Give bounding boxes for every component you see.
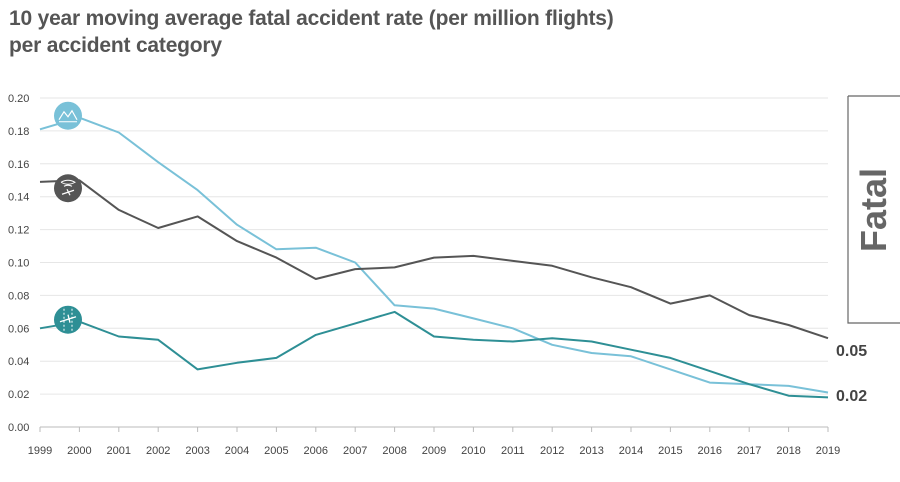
series-line-1 <box>39 116 829 394</box>
y-tick-label: 0.14 <box>8 192 29 204</box>
x-tick-label: 2005 <box>264 445 288 457</box>
side-label-fatal: Fatal <box>853 168 894 252</box>
x-tick-label: 2017 <box>737 445 761 457</box>
end-label-lower: 0.02 <box>836 388 867 405</box>
x-tick-label: 2002 <box>146 445 170 457</box>
x-tick-label: 2009 <box>422 445 446 457</box>
y-tick-label: 0.10 <box>8 258 29 270</box>
side-label-bracket <box>847 95 900 324</box>
chart-title-line-1: 10 year moving average fatal accident ra… <box>9 7 614 30</box>
x-tick-label: 2008 <box>382 445 406 457</box>
x-tick-label: 2010 <box>461 445 485 457</box>
y-tick-label: 0.18 <box>8 126 29 138</box>
mountain-terrain-icon <box>54 101 82 130</box>
x-tick-label: 1999 <box>28 445 52 457</box>
x-tick-label: 2015 <box>658 445 682 457</box>
y-tick-label: 0.04 <box>8 356 29 368</box>
x-tick-label: 2012 <box>540 445 564 457</box>
x-tick-label: 2001 <box>107 445 131 457</box>
x-tick-label: 2006 <box>304 445 328 457</box>
x-tick-label: 2000 <box>67 445 91 457</box>
end-label-upper: 0.05 <box>836 343 867 360</box>
y-tick-label: 0.06 <box>8 323 29 335</box>
y-tick-label: 0.02 <box>8 389 29 401</box>
series-line-3 <box>39 310 829 399</box>
x-axis-ticks: 1999 2000 2001 2002 2003 2004 2005 2006 2007 2008… <box>28 445 840 457</box>
chart-title-line-2: per accident category <box>9 34 222 57</box>
x-tick-label: 2014 <box>619 445 643 457</box>
x-tick-label: 2016 <box>698 445 722 457</box>
x-tick-label: 2019 <box>816 445 840 457</box>
y-axis-ticks: 0.00 0.02 0.04 0.06 0.08 0.10 0.12 0.14 0.16 0.18… <box>8 93 29 434</box>
chart-title: 10 year moving average fatal accident ra… <box>9 5 614 59</box>
y-tick-label: 0.16 <box>8 159 29 171</box>
x-tick-label: 2018 <box>776 445 800 457</box>
series-icons <box>54 101 82 334</box>
y-tick-label: 0.00 <box>8 422 29 434</box>
x-tick-label: 2007 <box>343 445 367 457</box>
runway-plane-icon <box>54 305 82 334</box>
y-tick-label: 0.20 <box>8 93 29 105</box>
y-tick-label: 0.12 <box>8 225 29 237</box>
x-tick-label: 2004 <box>225 445 249 457</box>
series-line-2 <box>39 179 829 340</box>
x-tick-label: 2013 <box>579 445 603 457</box>
series-lines <box>39 116 829 399</box>
x-tick-label: 2003 <box>185 445 209 457</box>
y-tick-label: 0.08 <box>8 290 29 302</box>
plane-spiral-icon <box>54 174 82 203</box>
x-tick-label: 2011 <box>501 445 525 457</box>
gridlines <box>39 97 829 432</box>
